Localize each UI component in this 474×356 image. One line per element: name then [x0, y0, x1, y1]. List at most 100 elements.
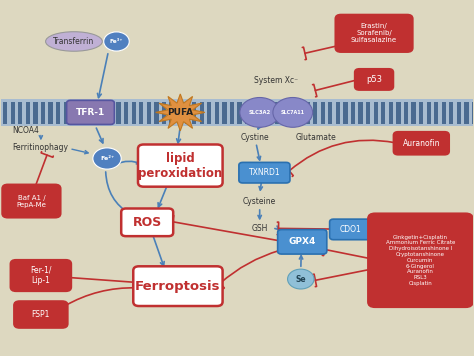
Text: GPX4: GPX4: [289, 237, 316, 246]
Text: CDO1: CDO1: [339, 225, 361, 234]
FancyBboxPatch shape: [393, 132, 449, 155]
Bar: [207, 101, 211, 124]
Bar: [18, 101, 22, 124]
FancyBboxPatch shape: [67, 100, 114, 125]
Bar: [192, 101, 196, 124]
Text: lipid
peroxidation: lipid peroxidation: [138, 152, 222, 179]
Bar: [86, 101, 91, 124]
Bar: [101, 101, 106, 124]
Bar: [26, 101, 30, 124]
Circle shape: [240, 98, 280, 127]
FancyBboxPatch shape: [355, 69, 393, 90]
Text: TFR-1: TFR-1: [76, 108, 105, 117]
Circle shape: [288, 269, 314, 289]
Bar: [389, 101, 393, 124]
Bar: [419, 101, 423, 124]
Bar: [396, 101, 401, 124]
Bar: [169, 101, 173, 124]
Bar: [184, 101, 189, 124]
FancyBboxPatch shape: [121, 209, 173, 236]
Text: SLC7A11: SLC7A11: [281, 110, 305, 115]
Text: p53: p53: [366, 75, 382, 84]
Bar: [306, 101, 310, 124]
Bar: [260, 101, 264, 124]
Bar: [381, 101, 385, 124]
Bar: [298, 101, 302, 124]
FancyBboxPatch shape: [133, 266, 223, 306]
Circle shape: [273, 98, 313, 127]
FancyBboxPatch shape: [278, 230, 327, 254]
FancyBboxPatch shape: [368, 213, 473, 307]
FancyBboxPatch shape: [2, 184, 61, 218]
Circle shape: [104, 32, 129, 51]
Text: System Xc⁻: System Xc⁻: [254, 76, 298, 85]
FancyBboxPatch shape: [239, 162, 290, 183]
Bar: [283, 101, 287, 124]
Bar: [147, 101, 151, 124]
Bar: [291, 101, 295, 124]
Bar: [366, 101, 370, 124]
FancyBboxPatch shape: [10, 260, 72, 291]
Bar: [79, 101, 83, 124]
FancyBboxPatch shape: [0, 99, 474, 126]
Bar: [411, 101, 416, 124]
Bar: [48, 101, 53, 124]
Bar: [237, 101, 242, 124]
Bar: [94, 101, 98, 124]
Bar: [109, 101, 113, 124]
Bar: [253, 101, 257, 124]
Text: TXNRD1: TXNRD1: [248, 168, 280, 177]
Bar: [457, 101, 461, 124]
Text: Fer-1/
Lip-1: Fer-1/ Lip-1: [30, 266, 52, 285]
Text: Baf A1 /
PepA-Me: Baf A1 / PepA-Me: [17, 194, 46, 208]
Text: SLC3A2: SLC3A2: [248, 110, 271, 115]
Text: Ginkgetin+Cisplatin
Ammonium Ferric Citrate
Dihydroisotanshinone I
Cryptotanshin: Ginkgetin+Cisplatin Ammonium Ferric Citr…: [386, 235, 455, 286]
Text: GSH: GSH: [252, 224, 268, 233]
Bar: [472, 101, 474, 124]
Bar: [275, 101, 280, 124]
Bar: [177, 101, 181, 124]
Ellipse shape: [46, 32, 102, 51]
Bar: [245, 101, 249, 124]
Bar: [162, 101, 166, 124]
Polygon shape: [156, 94, 205, 131]
Bar: [215, 101, 219, 124]
Text: Fe³⁺: Fe³⁺: [110, 39, 123, 44]
Text: Ferroptosis: Ferroptosis: [135, 280, 221, 293]
Bar: [222, 101, 227, 124]
Bar: [3, 101, 7, 124]
Text: NCOA4: NCOA4: [12, 126, 39, 135]
FancyBboxPatch shape: [335, 15, 413, 52]
Text: Ferritinophagy: Ferritinophagy: [12, 143, 69, 152]
Bar: [427, 101, 431, 124]
Bar: [41, 101, 45, 124]
Bar: [56, 101, 60, 124]
Bar: [351, 101, 355, 124]
Bar: [10, 101, 15, 124]
Bar: [328, 101, 332, 124]
Bar: [404, 101, 408, 124]
Bar: [374, 101, 378, 124]
Text: FSP1: FSP1: [32, 310, 50, 319]
FancyBboxPatch shape: [14, 301, 68, 328]
Text: Cystine: Cystine: [241, 133, 269, 142]
FancyBboxPatch shape: [329, 219, 371, 240]
FancyBboxPatch shape: [138, 145, 223, 187]
Bar: [465, 101, 469, 124]
Bar: [124, 101, 128, 124]
Circle shape: [93, 148, 121, 169]
Bar: [268, 101, 272, 124]
Text: Cysteine: Cysteine: [243, 197, 276, 205]
Bar: [64, 101, 68, 124]
Text: PUFA: PUFA: [167, 108, 193, 117]
Text: Erastin/
Sorafenib/
Sulfasalazine: Erastin/ Sorafenib/ Sulfasalazine: [351, 23, 397, 43]
Bar: [320, 101, 325, 124]
Text: Transferrin: Transferrin: [53, 37, 95, 46]
Bar: [343, 101, 347, 124]
Bar: [230, 101, 234, 124]
Bar: [434, 101, 438, 124]
Bar: [200, 101, 204, 124]
Bar: [155, 101, 158, 124]
Bar: [33, 101, 37, 124]
Bar: [313, 101, 318, 124]
